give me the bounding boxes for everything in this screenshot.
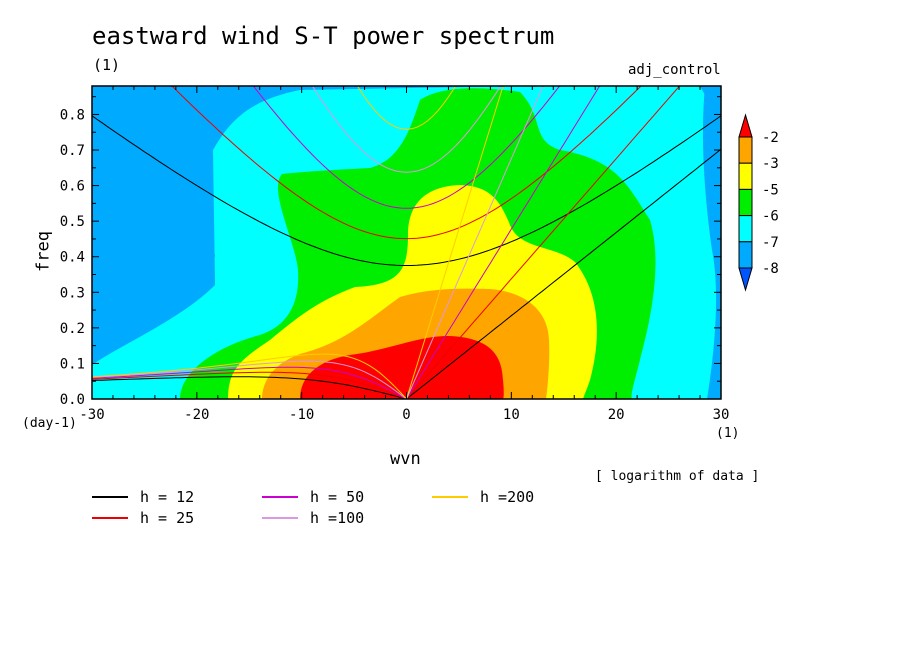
legend-label: h = 12 xyxy=(140,488,195,506)
y-tick-label: 0.2 xyxy=(60,321,85,337)
curve-ig-h100 xyxy=(311,86,502,173)
chart-title: eastward wind S-T power spectrum xyxy=(92,22,555,50)
colorbar-label: -6 xyxy=(762,209,779,225)
legend-label: h =100 xyxy=(310,509,365,527)
y-tick-label: 0.1 xyxy=(60,356,85,372)
band-minus8-minus7-left xyxy=(92,86,215,330)
x-tick-label: -10 xyxy=(289,407,314,423)
y-tick-label: 0.3 xyxy=(60,285,85,301)
legend-item: h =100 xyxy=(262,509,364,527)
colorbar-arrow-top xyxy=(738,113,753,138)
curve-kelvin-h50 xyxy=(406,86,601,399)
run-label: adj_control xyxy=(628,62,721,78)
y-tick-label: 0.5 xyxy=(60,214,85,230)
x-axis-unit: (1) xyxy=(716,426,740,441)
legend-label: h = 50 xyxy=(310,488,365,506)
curve-kelvin-h25 xyxy=(406,86,681,399)
legend-item: h = 12 xyxy=(92,488,194,506)
y-tick-label: 0.7 xyxy=(60,143,85,159)
y-axis-unit: (day-1) xyxy=(22,416,77,431)
x-tick-label: -30 xyxy=(79,407,104,423)
x-axis-label: wvn xyxy=(390,449,421,469)
legend-label: h = 25 xyxy=(140,509,195,527)
colorbar-label: -7 xyxy=(762,235,779,251)
band-minus8-minus7-right xyxy=(702,86,721,399)
curve-kelvin-h200 xyxy=(406,86,504,399)
curve-ig-h12 xyxy=(92,115,721,266)
y-tick-label: 0.4 xyxy=(60,250,85,266)
colorbar: -2 -3 -5 -6 -7 -8 xyxy=(738,113,779,292)
curve-ig-h50 xyxy=(252,86,561,209)
legend-item: h =200 xyxy=(432,488,534,506)
colorbar-label: -8 xyxy=(762,261,779,277)
curve-er-h25 xyxy=(92,371,407,399)
colorbar-segment xyxy=(738,136,753,164)
x-tick-label: 30 xyxy=(713,407,730,423)
dispersion-curves xyxy=(92,86,721,399)
spectrum-field xyxy=(92,86,721,399)
colorbar-label: -2 xyxy=(762,130,779,146)
colorbar-label: -3 xyxy=(762,156,779,172)
curve-er-h50 xyxy=(92,366,407,399)
y-tick-label: 0.0 xyxy=(60,392,85,408)
x-tick-label: -20 xyxy=(184,407,209,423)
y-tick-label: 0.6 xyxy=(60,179,85,195)
curve-ig-h25 xyxy=(171,86,642,240)
colorbar-segment xyxy=(738,188,753,217)
colorbar-arrow-bottom xyxy=(738,267,753,292)
curve-ig-h200 xyxy=(356,86,457,130)
data-note: [ logarithm of data ] xyxy=(595,469,760,484)
title-unit: (1) xyxy=(93,56,121,74)
legend-item: h = 25 xyxy=(92,509,194,527)
y-tick-label: 0.8 xyxy=(60,107,85,123)
curve-er-h12 xyxy=(92,376,407,399)
curve-er-h200 xyxy=(92,353,407,399)
colorbar-segment xyxy=(738,162,753,190)
legend-item: h = 50 xyxy=(262,488,364,506)
curve-er-h100 xyxy=(92,360,407,399)
x-tick-label: 10 xyxy=(503,407,520,423)
colorbar-label: -5 xyxy=(762,182,779,198)
axis-ticks xyxy=(91,86,722,400)
x-tick-label: 0 xyxy=(402,407,410,423)
curve-kelvin-h12 xyxy=(406,148,721,399)
legend-label: h =200 xyxy=(480,488,535,506)
legend-swatch xyxy=(92,517,128,519)
legend-swatch xyxy=(262,496,298,498)
colorbar-segment xyxy=(738,215,753,243)
curve-kelvin-h100 xyxy=(406,86,544,399)
x-tick-label: 20 xyxy=(608,407,625,423)
legend-swatch xyxy=(92,496,128,498)
legend-swatch xyxy=(262,517,298,519)
legend-swatch xyxy=(432,496,468,498)
band-above-minus2 xyxy=(300,335,504,399)
colorbar-segment xyxy=(738,241,753,269)
